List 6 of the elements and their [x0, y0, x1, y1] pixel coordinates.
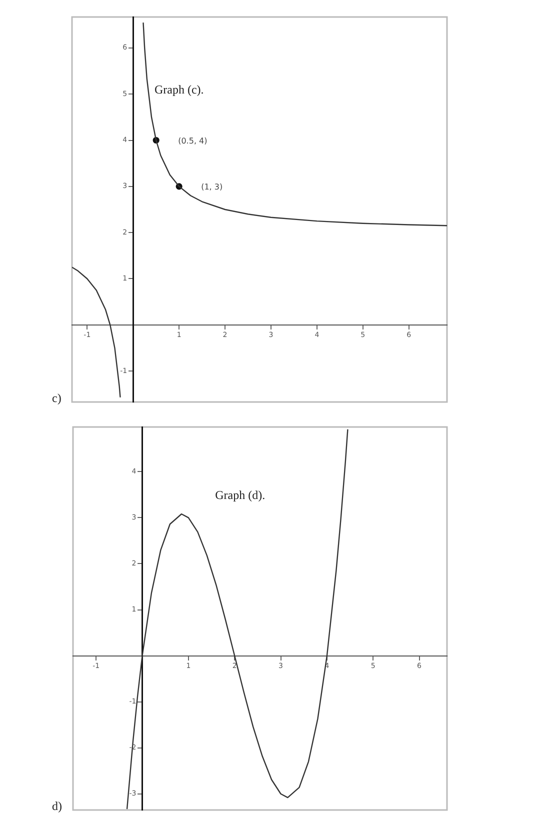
annotation: (1, 3): [201, 182, 223, 192]
text: Graph (d).: [215, 488, 266, 502]
text: d): [52, 799, 62, 814]
annotation: (0.5, 4): [178, 136, 208, 146]
text: c): [52, 391, 62, 406]
text: Graph (c).: [154, 82, 204, 96]
